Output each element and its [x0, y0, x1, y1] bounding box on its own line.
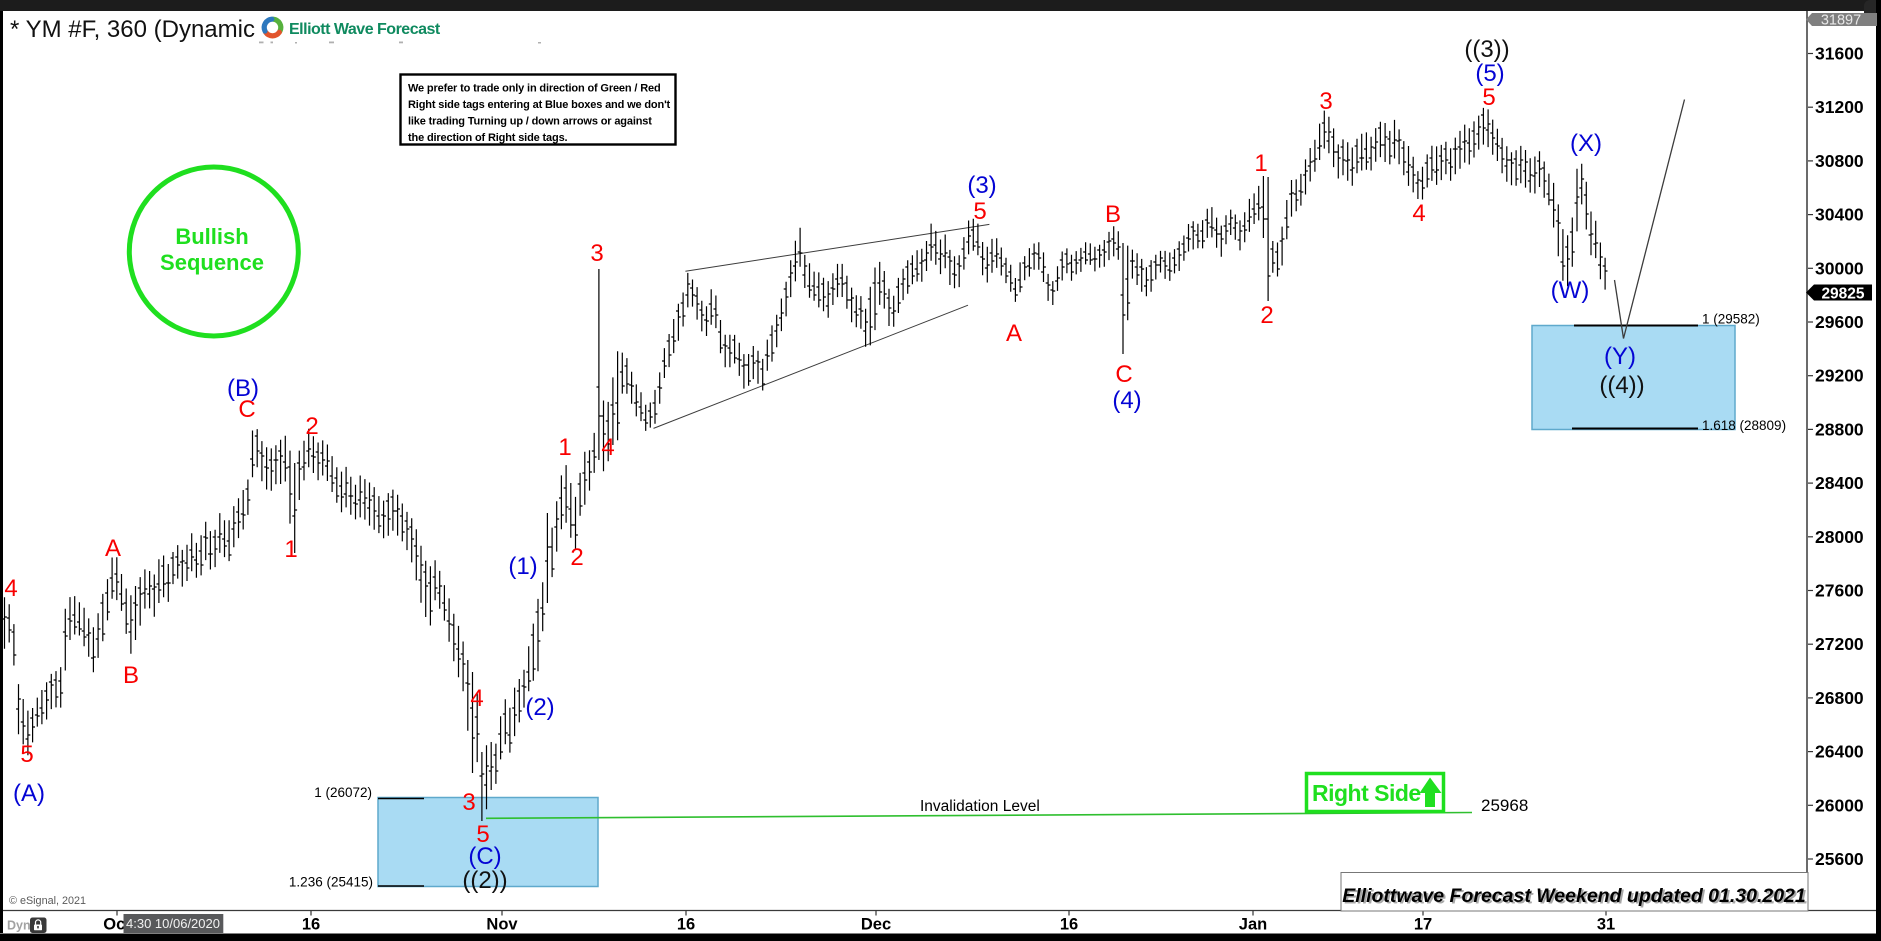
svg-text:4:30 10/06/2020: 4:30 10/06/2020 — [126, 916, 220, 931]
svg-text:16: 16 — [677, 916, 695, 934]
svg-text:A: A — [1006, 320, 1022, 347]
svg-text:(4): (4) — [1112, 387, 1141, 414]
svg-text:((2)): ((2)) — [462, 867, 507, 894]
svg-text:2: 2 — [570, 544, 583, 571]
svg-text:A: A — [105, 535, 121, 562]
svg-text:1 (26072): 1 (26072) — [314, 785, 372, 800]
svg-text:28400: 28400 — [1815, 473, 1864, 493]
svg-text:1: 1 — [558, 434, 571, 461]
svg-text:Elliott Wave Forecast: Elliott Wave Forecast — [289, 21, 441, 38]
svg-text:25968: 25968 — [1481, 796, 1528, 815]
svg-text:Dyn: Dyn — [7, 919, 31, 933]
svg-text:4: 4 — [1412, 200, 1425, 227]
svg-text:5: 5 — [1482, 84, 1495, 111]
svg-text:25600: 25600 — [1815, 849, 1864, 869]
svg-text:C: C — [238, 396, 255, 423]
svg-text:3: 3 — [462, 789, 475, 816]
svg-text:(1): (1) — [508, 553, 537, 580]
svg-text:27600: 27600 — [1815, 581, 1864, 601]
svg-text:1: 1 — [1254, 150, 1267, 177]
svg-text:Jan: Jan — [1239, 916, 1267, 934]
svg-text:(Y): (Y) — [1604, 343, 1636, 370]
svg-text:(W): (W) — [1551, 277, 1590, 304]
svg-text:28000: 28000 — [1815, 527, 1864, 547]
svg-text:17: 17 — [1414, 916, 1432, 934]
svg-text:(3): (3) — [967, 172, 996, 199]
svg-text:2: 2 — [1260, 302, 1273, 329]
svg-text:© eSignal, 2021: © eSignal, 2021 — [9, 895, 86, 907]
svg-text:1: 1 — [284, 536, 297, 563]
svg-text:Dec: Dec — [861, 916, 891, 934]
svg-text:5: 5 — [476, 821, 489, 848]
svg-text:16: 16 — [1060, 916, 1078, 934]
svg-text:Elliottwave Forecast Weekend u: Elliottwave Forecast Weekend updated 01.… — [1342, 885, 1806, 907]
svg-text:((3)): ((3)) — [1464, 36, 1509, 63]
svg-text:1 (29582): 1 (29582) — [1702, 312, 1760, 327]
svg-text:29200: 29200 — [1815, 366, 1864, 386]
svg-text:Sequence: Sequence — [160, 250, 264, 275]
svg-text:31897: 31897 — [1821, 13, 1861, 29]
svg-text:Bullish: Bullish — [175, 224, 248, 249]
svg-text:Nov: Nov — [486, 916, 518, 934]
svg-text:28800: 28800 — [1815, 419, 1864, 439]
svg-text:5: 5 — [20, 741, 33, 768]
svg-text:3: 3 — [590, 240, 603, 267]
svg-text:30000: 30000 — [1815, 258, 1864, 278]
svg-text:4: 4 — [470, 685, 483, 712]
svg-text:16: 16 — [302, 916, 320, 934]
svg-text:(X): (X) — [1570, 130, 1602, 157]
svg-text:* YM #F, 360 (Dynamic: * YM #F, 360 (Dynamic — [10, 16, 255, 43]
svg-text:B: B — [1105, 201, 1121, 228]
svg-text:31: 31 — [1597, 916, 1615, 934]
svg-text:31600: 31600 — [1815, 44, 1864, 64]
svg-text:C: C — [1115, 361, 1132, 388]
svg-text:Right side tags entering at Bl: Right side tags entering at Blue boxes a… — [408, 99, 671, 111]
svg-text:Invalidation Level: Invalidation Level — [920, 798, 1040, 815]
svg-text:1.618 (28809): 1.618 (28809) — [1702, 418, 1786, 433]
svg-text:26000: 26000 — [1815, 795, 1864, 815]
svg-text:We prefer to trade only in dir: We prefer to trade only in direction of … — [408, 83, 661, 95]
svg-text:31200: 31200 — [1815, 97, 1864, 117]
svg-text:26800: 26800 — [1815, 688, 1864, 708]
svg-text:29825: 29825 — [1821, 286, 1864, 303]
svg-text:((4)): ((4)) — [1599, 372, 1644, 399]
svg-text:(2): (2) — [525, 694, 554, 721]
svg-text:30800: 30800 — [1815, 151, 1864, 171]
svg-text:29600: 29600 — [1815, 312, 1864, 332]
svg-text:(B): (B) — [227, 375, 259, 402]
svg-text:27200: 27200 — [1815, 634, 1864, 654]
svg-text:4: 4 — [601, 434, 614, 461]
svg-text:(A): (A) — [13, 780, 45, 807]
svg-text:(5): (5) — [1475, 60, 1504, 87]
svg-text:1.236 (25415): 1.236 (25415) — [289, 875, 373, 890]
svg-text:Elliottwave Forecast Weekend u: Elliottwave Forecast Weekend updated 01.… — [1344, 887, 1808, 909]
svg-text:like trading Turning up / down: like trading Turning up / down arrows or… — [408, 116, 652, 128]
svg-text:B: B — [123, 662, 139, 689]
svg-text:4: 4 — [4, 575, 17, 602]
svg-text:5: 5 — [973, 198, 986, 225]
svg-text:30400: 30400 — [1815, 205, 1864, 225]
svg-text:2: 2 — [305, 413, 318, 440]
svg-text:(C): (C) — [468, 843, 501, 870]
svg-text:3: 3 — [1319, 88, 1332, 115]
svg-text:the direction of Right side ta: the direction of Right side tags. — [408, 132, 568, 144]
svg-text:26400: 26400 — [1815, 742, 1864, 762]
svg-text:Right Side: Right Side — [1312, 780, 1421, 806]
